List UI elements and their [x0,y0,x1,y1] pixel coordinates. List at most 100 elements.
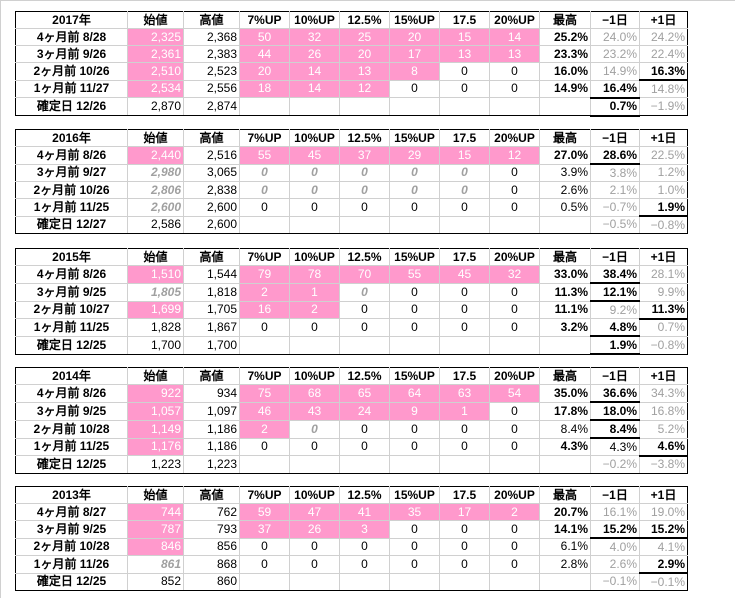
up-count-cell[interactable]: 0 [439,198,490,217]
up-count-cell[interactable] [239,216,290,234]
up-count-cell[interactable]: 0 [489,301,540,319]
up-count-cell[interactable] [389,97,440,116]
open-price-cell[interactable]: 2,440 [127,146,184,165]
max-percent-cell[interactable]: 4.3% [539,438,591,456]
up-count-cell[interactable] [289,455,340,474]
max-percent-cell[interactable]: 2.6% [539,181,591,199]
high-price-cell[interactable]: 762 [183,503,240,521]
up-count-cell[interactable] [339,573,390,591]
up-count-cell[interactable]: 0 [489,438,540,456]
up-count-cell[interactable] [289,97,340,116]
plus-one-day-cell[interactable]: 2.9% [639,555,688,574]
up-count-cell[interactable]: 0 [389,420,440,439]
high-price-cell[interactable]: 1,223 [183,455,240,474]
plus-one-day-cell[interactable]: 4.6% [639,438,688,457]
high-price-cell[interactable]: 1,818 [183,283,240,302]
up-count-cell[interactable]: 20 [239,62,290,81]
max-percent-cell[interactable]: 11.1% [539,301,591,319]
open-price-cell[interactable]: 1,828 [127,318,184,337]
max-percent-cell[interactable]: 0.5% [539,198,591,217]
up-count-cell[interactable]: 0 [239,198,290,217]
up-count-cell[interactable] [389,216,440,234]
up-count-cell[interactable]: 0 [439,520,490,539]
minus-one-day-cell[interactable]: 4.0% [590,538,640,556]
up-count-cell[interactable]: 63 [439,384,490,403]
plus-one-day-cell[interactable]: 34.3% [639,384,688,403]
plus-one-day-cell[interactable]: 24.2% [639,28,688,46]
open-price-cell[interactable]: 846 [127,538,184,556]
minus-one-day-cell[interactable]: 1.9% [590,336,640,355]
up-count-cell[interactable]: 79 [239,265,290,284]
up-count-cell[interactable] [489,573,540,591]
minus-one-day-cell[interactable]: −0.1% [590,573,640,591]
up-count-cell[interactable]: 20 [389,28,440,46]
up-count-cell[interactable]: 0 [389,198,440,217]
max-percent-cell[interactable]: 14.1% [539,520,591,539]
up-count-cell[interactable] [489,455,540,474]
up-count-cell[interactable] [289,573,340,591]
open-price-cell[interactable]: 2,361 [127,45,184,63]
plus-one-day-cell[interactable]: −0.1% [639,573,688,591]
up-count-cell[interactable] [439,216,490,234]
max-percent-cell[interactable]: 16.0% [539,62,591,81]
plus-one-day-cell[interactable]: 14.8% [639,80,688,98]
minus-one-day-cell[interactable]: 28.6% [590,146,640,165]
plus-one-day-cell[interactable]: 28.1% [639,265,688,284]
plus-one-day-cell[interactable]: 0.7% [639,318,688,337]
up-count-cell[interactable] [339,455,390,474]
up-count-cell[interactable]: 78 [289,265,340,284]
high-price-cell[interactable]: 2,874 [183,97,240,116]
plus-one-day-cell[interactable]: −0.8% [639,216,688,234]
up-count-cell[interactable]: 0 [339,283,390,302]
open-price-cell[interactable]: 1,699 [127,301,184,319]
up-count-cell[interactable]: 0 [239,555,290,574]
up-count-cell[interactable]: 2 [289,301,340,319]
open-price-cell[interactable]: 744 [127,503,184,521]
up-count-cell[interactable]: 8 [389,62,440,81]
high-price-cell[interactable]: 1,544 [183,265,240,284]
up-count-cell[interactable] [289,216,340,234]
up-count-cell[interactable]: 12 [489,146,540,165]
up-count-cell[interactable]: 0 [489,318,540,337]
up-count-cell[interactable]: 0 [489,164,540,182]
up-count-cell[interactable] [389,455,440,474]
high-price-cell[interactable]: 2,368 [183,28,240,46]
up-count-cell[interactable]: 47 [289,503,340,521]
up-count-cell[interactable]: 0 [339,164,390,182]
minus-one-day-cell[interactable]: 0.7% [590,97,640,117]
up-count-cell[interactable] [239,336,290,355]
max-percent-cell[interactable]: 6.1% [539,538,591,556]
up-count-cell[interactable]: 0 [439,62,490,81]
max-percent-cell[interactable] [539,216,591,234]
up-count-cell[interactable]: 45 [439,265,490,284]
up-count-cell[interactable] [439,573,490,591]
up-count-cell[interactable]: 37 [239,520,290,539]
max-percent-cell[interactable] [539,573,591,591]
high-price-cell[interactable]: 1,867 [183,318,240,337]
max-percent-cell[interactable] [539,97,591,116]
open-price-cell[interactable]: 2,325 [127,28,184,46]
up-count-cell[interactable]: 0 [239,318,290,337]
up-count-cell[interactable]: 0 [439,80,490,98]
up-count-cell[interactable]: 54 [489,384,540,403]
minus-one-day-cell[interactable]: −0.5% [590,216,640,234]
up-count-cell[interactable]: 68 [289,384,340,403]
up-count-cell[interactable] [389,336,440,355]
high-price-cell[interactable]: 1,097 [183,402,240,421]
up-count-cell[interactable]: 14 [489,28,540,46]
minus-one-day-cell[interactable]: 9.2% [590,301,640,319]
plus-one-day-cell[interactable]: −1.9% [639,97,688,116]
open-price-cell[interactable]: 852 [127,573,184,591]
open-price-cell[interactable]: 1,176 [127,438,184,456]
up-count-cell[interactable]: 44 [239,45,290,63]
high-price-cell[interactable]: 2,523 [183,62,240,81]
open-price-cell[interactable]: 2,534 [127,80,184,98]
plus-one-day-cell[interactable]: 15.2% [639,520,688,539]
open-price-cell[interactable]: 1,805 [127,283,184,302]
max-percent-cell[interactable]: 11.3% [539,283,591,302]
open-price-cell[interactable]: 2,586 [127,216,184,234]
up-count-cell[interactable]: 0 [339,181,390,199]
up-count-cell[interactable]: 0 [439,181,490,199]
up-count-cell[interactable]: 0 [439,283,490,302]
plus-one-day-cell[interactable]: −0.8% [639,336,688,355]
